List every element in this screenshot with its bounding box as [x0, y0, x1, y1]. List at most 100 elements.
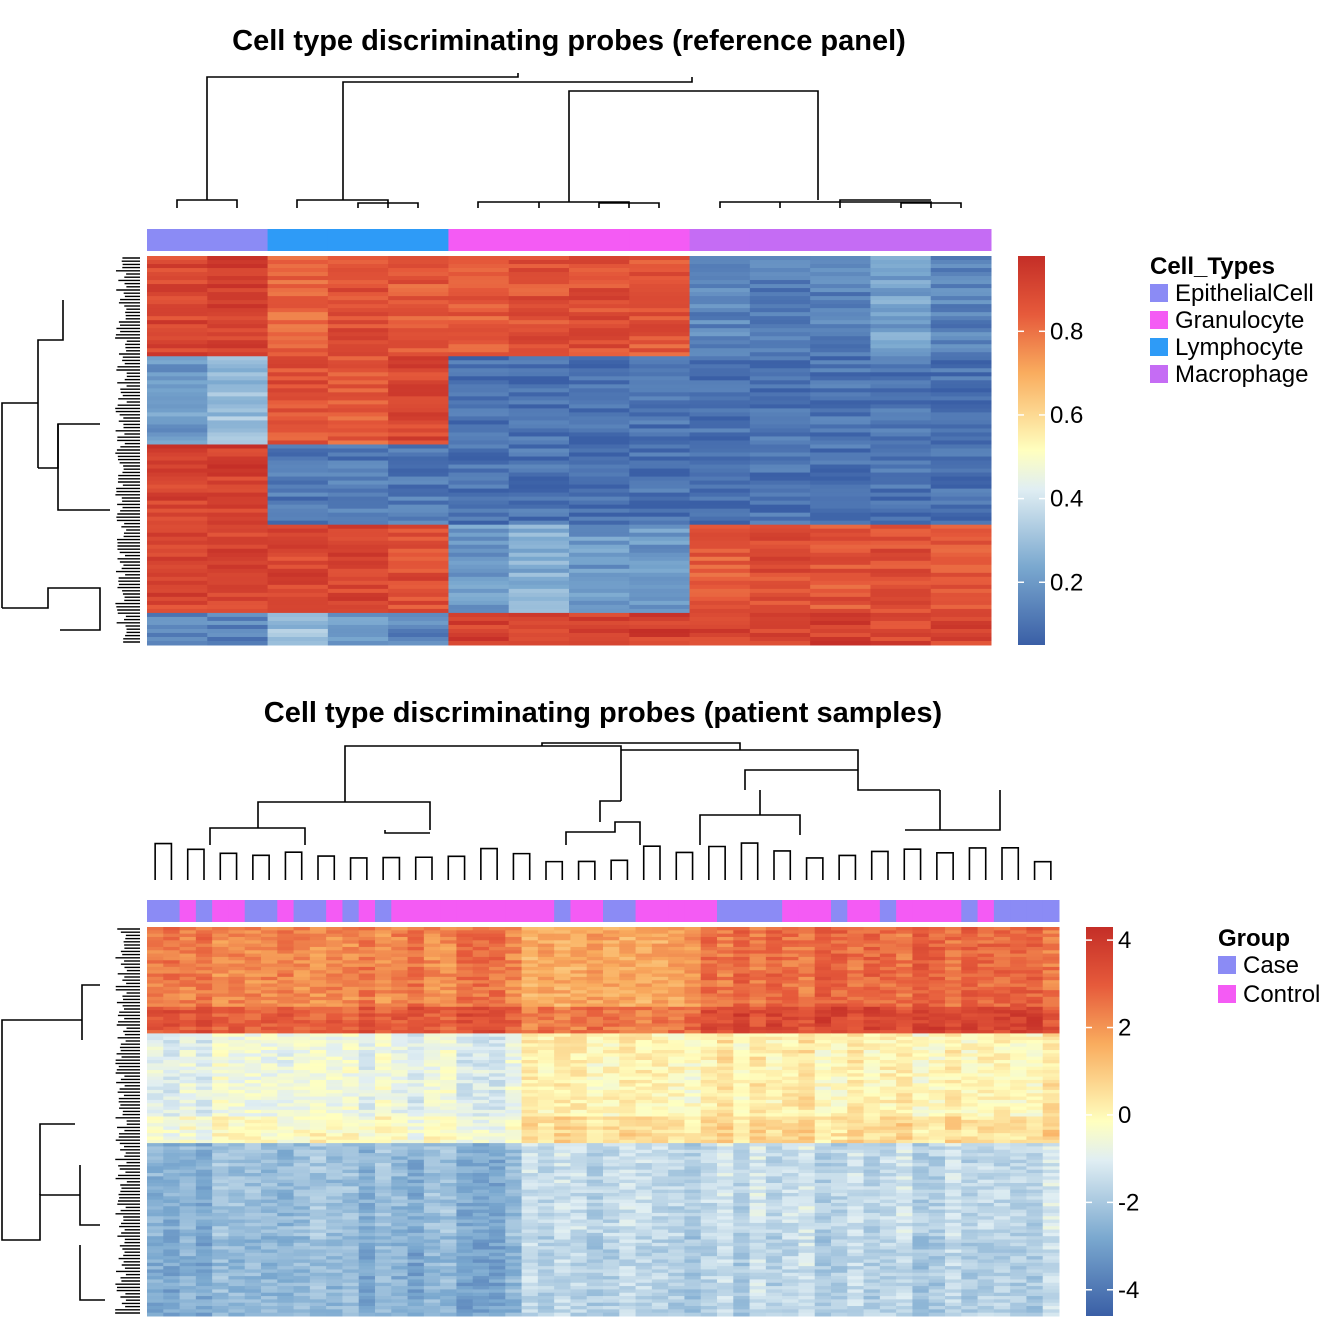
heatmap-cell: [879, 1106, 897, 1111]
heatmap-cell: [375, 1113, 392, 1118]
heatmap-cell: [261, 953, 278, 958]
heatmap-cell: [448, 528, 510, 534]
heatmap-cell: [629, 300, 691, 305]
heatmap-cell: [570, 976, 588, 981]
heatmap-cell: [212, 970, 229, 975]
heatmap-cell: [749, 328, 811, 333]
heatmap-cell: [879, 956, 897, 961]
heatmap-cell: [358, 1056, 376, 1061]
heatmap-cell: [977, 1083, 995, 1088]
heatmap-cell: [782, 1000, 799, 1004]
heatmap-cell: [207, 408, 269, 413]
heatmap-cell: [635, 1123, 653, 1127]
heatmap-cell: [472, 1109, 490, 1114]
heatmap-cell: [945, 1016, 962, 1021]
heatmap-cell: [879, 983, 897, 988]
heatmap-cell: [1010, 1030, 1027, 1034]
heatmap-cell: [179, 1020, 197, 1024]
heatmap-cell: [814, 1076, 832, 1081]
heatmap-cell: [870, 300, 932, 305]
heatmap-cell: [267, 400, 329, 405]
heatmap-cell: [798, 1050, 816, 1054]
heatmap-cell: [195, 1059, 213, 1064]
heatmap-cell: [388, 420, 449, 425]
heatmap-cell: [570, 1076, 588, 1081]
heatmap-cell: [342, 1079, 360, 1084]
heatmap-cell: [896, 963, 913, 968]
heatmap-cell: [508, 388, 570, 393]
heatmap-cell: [388, 312, 449, 317]
heatmap-cell: [391, 940, 409, 945]
heatmap-cell: [1042, 960, 1060, 965]
heatmap-cell: [569, 616, 630, 622]
heatmap-cell: [749, 640, 811, 646]
heatmap-cell: [326, 990, 343, 994]
heatmap-cell: [700, 1010, 718, 1014]
heatmap-cell: [928, 993, 946, 998]
heatmap-cell: [733, 976, 751, 981]
heatmap-cell: [733, 1003, 751, 1008]
heatmap-cell: [388, 300, 449, 305]
heatmap-cell: [456, 946, 474, 951]
heatmap-cell: [1042, 1026, 1060, 1031]
heatmap-cell: [1010, 1013, 1027, 1018]
heatmap-cell: [717, 1113, 734, 1118]
heatmap-cell: [629, 508, 691, 514]
heatmap-cell: [309, 1016, 327, 1021]
heatmap-cell: [629, 608, 691, 614]
heatmap-cell: [798, 996, 816, 1001]
heatmap-cell: [651, 927, 669, 931]
heatmap-cell: [668, 1053, 685, 1058]
heatmap-cell: [749, 340, 811, 345]
heatmap-cell: [327, 488, 389, 494]
heatmap-cell: [375, 1030, 392, 1034]
heatmap-cell: [207, 348, 269, 353]
heatmap-cell: [388, 368, 449, 373]
heatmap-cell: [945, 1063, 962, 1068]
heatmap-cell: [798, 1126, 816, 1131]
heatmap-cell: [342, 1093, 360, 1098]
heatmap-cell: [448, 420, 510, 425]
heatmap-cell: [293, 1059, 311, 1064]
heatmap-cell: [570, 1073, 588, 1078]
heatmap-cell: [1042, 1123, 1060, 1127]
heatmap-cell: [147, 408, 208, 413]
heatmap-cell: [945, 950, 962, 955]
heatmap-cell: [782, 1063, 799, 1068]
heatmap-cell: [407, 1069, 425, 1074]
heatmap-cell: [179, 936, 197, 941]
heatmap-cell: [456, 1066, 474, 1071]
heatmap-cell: [207, 412, 269, 417]
heatmap-cell: [733, 966, 751, 971]
heatmap-cell: [651, 1046, 669, 1051]
heatmap-cell: [798, 1119, 816, 1124]
heatmap-cell: [810, 316, 871, 321]
heatmap-cell: [472, 1076, 490, 1081]
legend-label: Lymphocyte: [1175, 334, 1304, 361]
heatmap-cell: [782, 1119, 799, 1124]
heatmap-cell: [570, 1089, 588, 1094]
heatmap-cell: [619, 1010, 637, 1014]
heatmap-cell: [733, 1030, 751, 1034]
heatmap-cell: [309, 960, 327, 965]
heatmap-cell: [448, 256, 510, 261]
heatmap-cell: [603, 1043, 620, 1048]
heatmap-cell: [570, 1096, 588, 1101]
heatmap-cell: [961, 1089, 979, 1094]
heatmap-cell: [326, 980, 343, 985]
heatmap-cell: [554, 983, 571, 988]
heatmap-cell: [586, 1123, 604, 1127]
heatmap-cell: [749, 1059, 767, 1064]
heatmap-cell: [945, 933, 962, 938]
heatmap-cell: [896, 1109, 913, 1114]
heatmap-cell: [619, 1123, 637, 1127]
heatmap-cell: [961, 1119, 979, 1124]
heatmap-cell: [391, 950, 409, 955]
heatmap-cell: [508, 472, 570, 478]
heatmap-cell: [293, 960, 311, 965]
heatmap-cell: [326, 1086, 343, 1091]
heatmap-cell: [668, 1119, 685, 1124]
heatmap-cell: [619, 1096, 637, 1101]
heatmap-cell: [749, 272, 811, 277]
heatmap-cell: [749, 1106, 767, 1111]
